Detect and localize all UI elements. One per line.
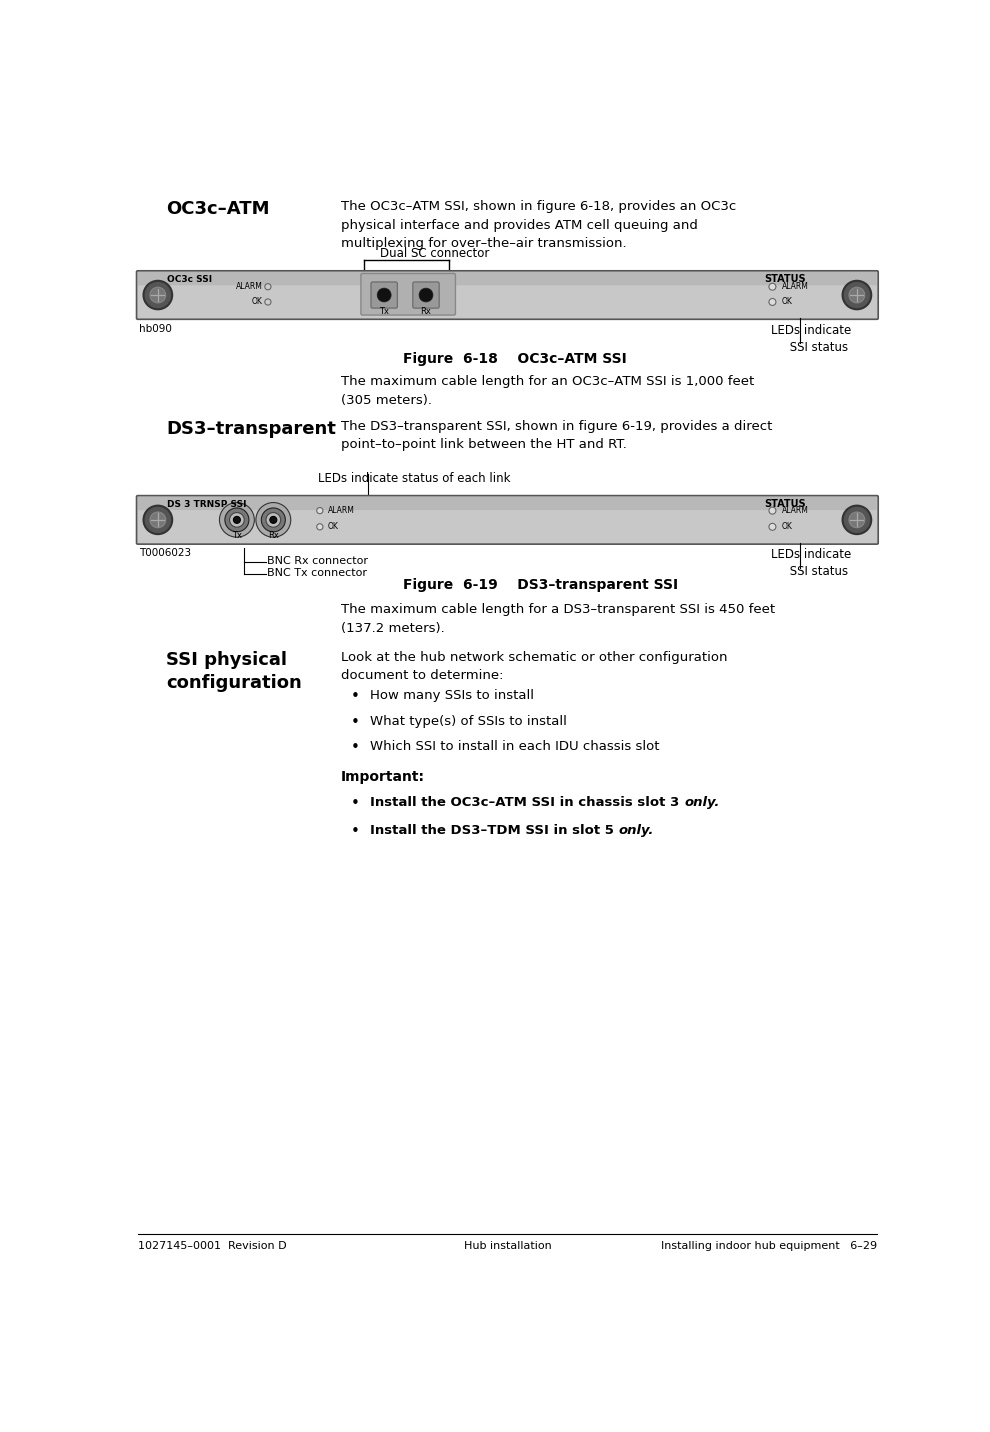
Text: The maximum cable length for a DS3–transparent SSI is 450 feet
(137.2 meters).: The maximum cable length for a DS3–trans… — [341, 603, 775, 634]
Text: •: • — [350, 796, 359, 811]
Text: LEDs indicate
     SSI status: LEDs indicate SSI status — [771, 324, 851, 354]
Text: OK: OK — [251, 298, 262, 306]
Text: •: • — [350, 740, 359, 755]
Text: Rx: Rx — [421, 306, 432, 316]
Text: The maximum cable length for an OC3c–ATM SSI is 1,000 feet
(305 meters).: The maximum cable length for an OC3c–ATM… — [341, 375, 754, 407]
FancyBboxPatch shape — [361, 274, 455, 315]
Text: Installing indoor hub equipment   6–29: Installing indoor hub equipment 6–29 — [661, 1240, 877, 1250]
FancyBboxPatch shape — [138, 272, 877, 285]
Text: •: • — [350, 689, 359, 705]
Circle shape — [842, 281, 871, 309]
Text: T0006023: T0006023 — [140, 548, 191, 558]
Text: DS3–transparent: DS3–transparent — [166, 420, 337, 438]
Text: OC3c–ATM: OC3c–ATM — [166, 200, 270, 218]
Circle shape — [317, 524, 323, 530]
Text: Look at the hub network schematic or other configuration
document to determine:: Look at the hub network schematic or oth… — [341, 650, 728, 682]
Text: Tx: Tx — [379, 306, 389, 316]
Text: LEDs indicate
     SSI status: LEDs indicate SSI status — [771, 548, 851, 579]
Text: BNC Rx connector: BNC Rx connector — [267, 557, 368, 567]
Circle shape — [317, 507, 323, 514]
Text: hb090: hb090 — [140, 324, 172, 334]
Text: The DS3–transparent SSI, shown in figure 6-19, provides a direct
point–to–point : The DS3–transparent SSI, shown in figure… — [341, 420, 772, 451]
Text: only.: only. — [684, 796, 720, 809]
Circle shape — [261, 508, 285, 531]
Text: OK: OK — [782, 298, 793, 306]
Text: ALARM: ALARM — [782, 505, 809, 516]
FancyBboxPatch shape — [137, 271, 878, 319]
Circle shape — [769, 507, 776, 514]
Circle shape — [234, 517, 241, 523]
Text: STATUS: STATUS — [764, 275, 806, 284]
Text: The OC3c–ATM SSI, shown in figure 6-18, provides an OC3c
physical interface and : The OC3c–ATM SSI, shown in figure 6-18, … — [341, 200, 736, 251]
Text: ALARM: ALARM — [782, 282, 809, 291]
FancyBboxPatch shape — [138, 497, 877, 510]
FancyBboxPatch shape — [137, 495, 878, 544]
Text: How many SSIs to install: How many SSIs to install — [370, 689, 535, 702]
Text: Dual SC connector: Dual SC connector — [379, 246, 489, 259]
Text: Hub installation: Hub installation — [463, 1240, 551, 1250]
Text: BNC Tx connector: BNC Tx connector — [267, 569, 367, 579]
Text: Install the OC3c–ATM SSI in chassis slot 3: Install the OC3c–ATM SSI in chassis slot… — [370, 796, 684, 809]
Circle shape — [149, 513, 165, 528]
Circle shape — [419, 288, 433, 302]
Text: LEDs indicate status of each link: LEDs indicate status of each link — [318, 473, 510, 485]
Circle shape — [264, 299, 271, 305]
Circle shape — [149, 288, 165, 304]
Circle shape — [849, 513, 865, 528]
Circle shape — [220, 503, 254, 537]
Circle shape — [264, 284, 271, 289]
Text: ALARM: ALARM — [328, 505, 354, 516]
Circle shape — [849, 288, 865, 304]
Text: only.: only. — [619, 823, 654, 838]
Text: •: • — [350, 823, 359, 839]
Circle shape — [377, 288, 391, 302]
FancyBboxPatch shape — [413, 282, 440, 308]
Text: OK: OK — [328, 523, 339, 531]
Circle shape — [225, 508, 248, 531]
Text: Important:: Important: — [341, 770, 425, 785]
Circle shape — [769, 523, 776, 530]
Circle shape — [270, 517, 277, 523]
Text: •: • — [350, 715, 359, 730]
Text: SSI physical
configuration: SSI physical configuration — [166, 650, 302, 692]
Circle shape — [230, 513, 245, 527]
Text: Tx: Tx — [232, 531, 242, 540]
Text: Rx: Rx — [268, 531, 279, 540]
Text: ALARM: ALARM — [236, 282, 262, 291]
Text: What type(s) of SSIs to install: What type(s) of SSIs to install — [370, 715, 567, 727]
Circle shape — [769, 298, 776, 305]
Text: DS 3 TRNSP SSI: DS 3 TRNSP SSI — [167, 500, 247, 508]
Text: Figure  6-19    DS3–transparent SSI: Figure 6-19 DS3–transparent SSI — [403, 577, 678, 591]
Circle shape — [144, 505, 172, 534]
Circle shape — [266, 513, 281, 527]
Text: Which SSI to install in each IDU chassis slot: Which SSI to install in each IDU chassis… — [370, 740, 659, 753]
Text: STATUS: STATUS — [764, 500, 806, 510]
Circle shape — [769, 284, 776, 291]
Text: 1027145–0001  Revision D: 1027145–0001 Revision D — [138, 1240, 286, 1250]
Text: Figure  6-18    OC3c–ATM SSI: Figure 6-18 OC3c–ATM SSI — [403, 352, 627, 367]
Text: OC3c SSI: OC3c SSI — [167, 275, 212, 284]
Circle shape — [842, 505, 871, 534]
Circle shape — [255, 503, 291, 537]
FancyBboxPatch shape — [371, 282, 397, 308]
Text: OK: OK — [782, 523, 793, 531]
Circle shape — [144, 281, 172, 309]
Text: Install the DS3–TDM SSI in slot 5: Install the DS3–TDM SSI in slot 5 — [370, 823, 619, 838]
